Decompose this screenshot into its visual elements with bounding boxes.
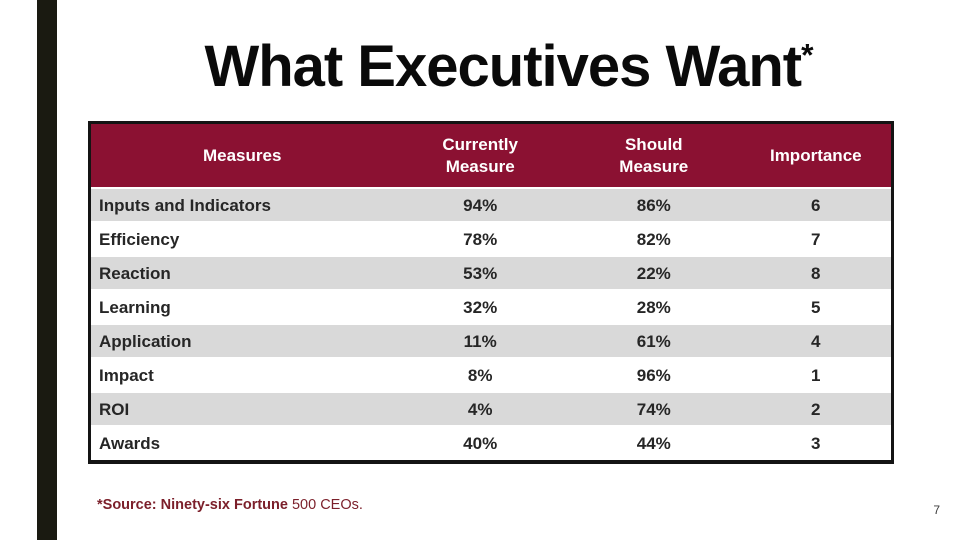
measure-cell: Efficiency [99,229,180,249]
header-row: Measures Currently Measure Should Measur… [91,124,891,188]
table-header: Measures Currently Measure Should Measur… [91,124,891,188]
should-cell: 22% [636,263,671,283]
should-cell: 61% [636,331,671,351]
measure-cell: Impact [99,365,154,385]
importance-cell: 3 [811,434,821,453]
measure-cell: Application [99,331,192,351]
table-row: Reaction 53% 22% 8 [91,256,891,290]
currently-cell: 40% [463,434,498,453]
should-cell: 96% [636,365,671,385]
table-body: Inputs and Indicators 94% 86% 6 Efficien… [91,188,891,460]
should-cell: 28% [636,297,671,317]
measures-table-container: Measures Currently Measure Should Measur… [88,121,894,464]
currently-cell: 4% [467,399,493,419]
should-cell: 74% [636,399,671,419]
title-footnote-marker: * [801,36,813,73]
importance-cell: 8 [811,263,821,283]
column-header-importance: Importance [740,124,891,188]
column-header-measures: Measures [91,124,394,188]
measure-cell: Reaction [99,263,171,283]
currently-cell: 11% [463,331,497,351]
importance-cell: 1 [811,365,821,385]
table-row: Application 11% 61% 4 [91,324,891,358]
importance-cell: 2 [811,399,821,419]
should-cell: 82% [636,229,671,249]
page-number: 7 [933,503,940,517]
measure-cell: Inputs and Indicators [99,195,271,215]
importance-cell: 5 [811,297,821,317]
column-header-currently: Currently Measure [393,124,567,188]
measure-cell: Awards [99,434,161,453]
table-row: Learning 32% 28% 5 [91,290,891,324]
currently-cell: 8% [467,365,493,385]
measure-cell: Learning [99,297,171,317]
importance-cell: 6 [811,195,821,215]
table-row: Efficiency 78% 82% 7 [91,222,891,256]
currently-cell: 53% [463,263,498,283]
table-row: Awards 40% 44% 3 [91,426,891,460]
source-footnote-regular: 500 CEOs. [287,497,363,513]
measure-cell: ROI [99,399,130,419]
currently-cell: 78% [463,229,498,249]
currently-cell: 94% [463,195,498,215]
table-row: Impact 8% 96% 1 [91,358,891,392]
currently-cell: 32% [463,297,498,317]
source-footnote: *Source: Ninety-six Fortune 500 CEOs. [97,497,363,513]
table-row: Inputs and Indicators 94% 86% 6 [91,188,891,222]
should-cell: 44% [636,434,671,453]
accent-bar [37,0,57,540]
source-footnote-bold: *Source: Ninety-six Fortune [97,497,288,513]
importance-cell: 4 [811,331,821,351]
table-row: ROI 4% 74% 2 [91,392,891,426]
column-header-should: Should Measure [566,124,741,188]
slide-title-text: What Executives Want [204,34,802,99]
slide-title: What Executives Want* [57,32,960,102]
should-cell: 86% [636,195,671,215]
importance-cell: 7 [811,229,821,249]
measures-table: Measures Currently Measure Should Measur… [91,124,891,460]
